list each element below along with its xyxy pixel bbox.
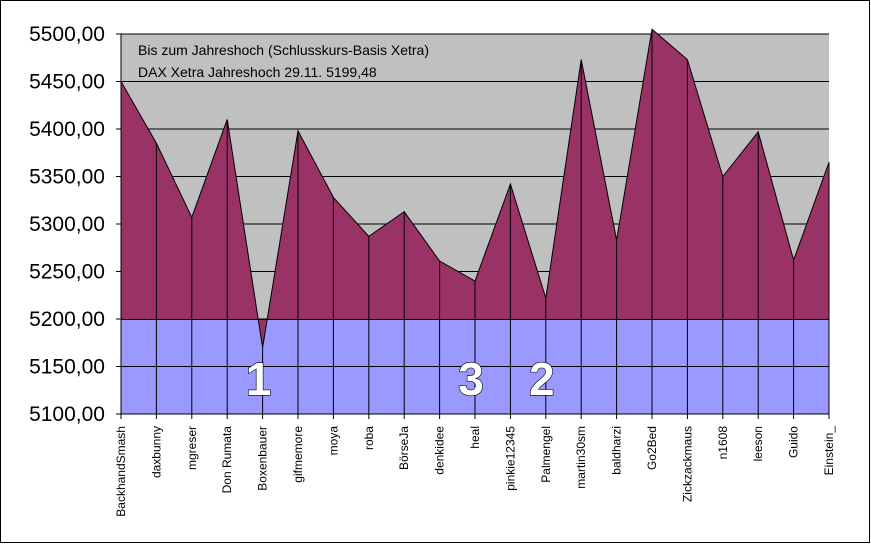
marker-label-3: 3 — [458, 353, 484, 405]
y-tick-label: 5350,00 — [29, 166, 105, 189]
x-tick-label: daxbunny — [149, 426, 163, 478]
x-tick-label: n1608 — [716, 426, 730, 460]
x-tick-label: baldharzi — [610, 426, 624, 475]
x-tick-label: Palmengel — [539, 426, 553, 483]
x-tick-label: roba — [362, 426, 376, 450]
x-tick-label: Guido — [787, 426, 801, 458]
marker-label-2: 2 — [529, 353, 555, 405]
x-tick-label: gifmemore — [291, 426, 305, 483]
marker-label-1: 1 — [246, 353, 272, 405]
y-tick-label: 5200,00 — [29, 308, 105, 331]
y-tick-label: 5250,00 — [29, 261, 105, 284]
y-tick-label: 5400,00 — [29, 118, 105, 141]
x-tick-label: moya — [326, 426, 340, 456]
x-tick-label: Boxenbauer — [256, 426, 270, 491]
x-tick-label: pinkie12345 — [503, 426, 517, 491]
x-tick-label: denkidee — [433, 426, 447, 475]
x-tick-label: Einstein_ — [822, 426, 836, 476]
x-tick-label: Zickzackmaus — [680, 426, 694, 502]
y-tick-label: 5300,00 — [29, 213, 105, 236]
y-tick-label: 5450,00 — [29, 71, 105, 94]
y-tick-label: 5150,00 — [29, 356, 105, 379]
x-tick-label: martin30sm — [574, 426, 588, 489]
x-tick-label: Go2Bed — [645, 426, 659, 470]
x-tick-label: heal — [468, 426, 482, 449]
x-tick-label: mgreser — [185, 426, 199, 470]
y-tick-label: 5100,00 — [29, 403, 105, 426]
x-tick-label: BackhandSmash — [114, 426, 128, 517]
annotation-line-2: DAX Xetra Jahreshoch 29.11. 5199,48 — [138, 64, 377, 80]
y-tick-label: 5500,00 — [29, 23, 105, 46]
x-tick-label: leeson — [751, 426, 765, 461]
x-tick-label: BörseJa — [397, 426, 411, 470]
annotation-line-1: Bis zum Jahreshoch (Schlusskurs-Basis Xe… — [138, 42, 429, 58]
x-tick-label: Don Rumata — [220, 426, 234, 494]
